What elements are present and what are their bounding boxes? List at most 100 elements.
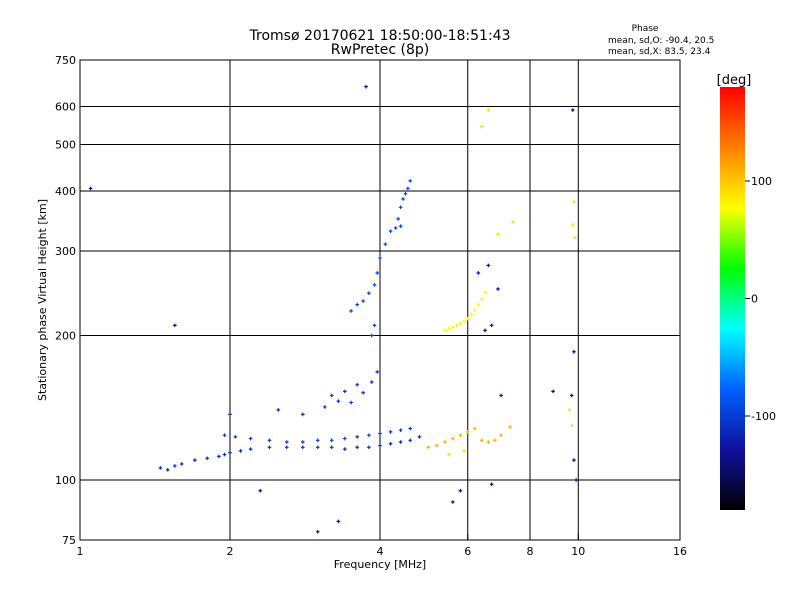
data-point: [276, 408, 281, 412]
data-point: [378, 256, 382, 260]
colorbar-tick-label: 100: [751, 175, 772, 188]
data-point: [496, 232, 500, 237]
x-axis-label: Frequency [MHz]: [334, 558, 426, 571]
data-point: [486, 440, 491, 444]
data-point: [375, 370, 380, 374]
data-point: [571, 223, 575, 227]
stats-line-x: mean, sd,X: 83.5, 23.4: [608, 47, 711, 57]
data-point: [158, 466, 163, 470]
data-point: [343, 436, 347, 441]
data-point: [479, 297, 484, 302]
data-point: [248, 447, 253, 451]
data-point: [323, 405, 327, 409]
data-point: [301, 440, 305, 444]
data-point: [483, 290, 487, 295]
data-point: [228, 450, 232, 455]
data-point: [388, 441, 393, 446]
data-point: [367, 445, 371, 450]
data-point: [403, 191, 408, 196]
data-point: [367, 433, 371, 437]
data-point: [572, 199, 576, 204]
data-point: [361, 299, 365, 303]
chart-subtitle: RwPretec (8p): [331, 42, 429, 58]
data-point: [489, 482, 494, 487]
data-point: [222, 433, 227, 437]
data-point: [447, 326, 451, 331]
data-point: [88, 186, 93, 191]
x-tick-label: 8: [527, 545, 534, 558]
y-tick-label: 100: [55, 474, 76, 487]
data-point: [398, 224, 403, 228]
x-tick-label: 1: [77, 545, 84, 558]
y-tick-label: 500: [55, 139, 76, 152]
data-point: [408, 426, 413, 431]
data-point: [388, 430, 393, 434]
y-tick-label: 200: [55, 330, 76, 343]
data-point: [375, 271, 380, 275]
data-points: [88, 84, 578, 534]
data-point: [179, 462, 184, 466]
data-point: [447, 452, 451, 457]
colorbar-tick-label: 0: [751, 293, 758, 306]
data-point: [454, 323, 459, 328]
data-point: [408, 438, 413, 443]
data-point: [355, 302, 359, 307]
data-point: [458, 488, 463, 493]
data-point: [473, 426, 477, 431]
data-point: [572, 458, 576, 462]
y-tick-label: 750: [55, 54, 76, 67]
colorbar-ticks: 100 0 -100: [745, 175, 776, 423]
data-point: [569, 423, 574, 428]
data-point: [451, 325, 455, 330]
data-point: [349, 309, 353, 313]
x-tick-label: 4: [377, 545, 384, 558]
data-point: [572, 349, 576, 354]
data-point: [343, 389, 347, 394]
data-point: [469, 312, 474, 317]
data-point: [329, 445, 334, 450]
axis-ticks: 1 2 4 6 8 10 16 75 100 200 300 400 500 600 750: [55, 54, 687, 558]
stats-heading: Phase: [632, 24, 659, 34]
data-point: [267, 445, 272, 450]
data-point: [473, 308, 477, 312]
data-point: [443, 440, 447, 444]
data-point: [401, 197, 405, 201]
y-axis-label: Stationary phase Virtual Height [km]: [36, 199, 49, 401]
data-point: [217, 454, 221, 459]
x-tick-label: 2: [227, 545, 234, 558]
data-point: [489, 323, 494, 328]
data-point: [511, 220, 515, 224]
data-point: [496, 287, 500, 291]
colorbar: [720, 87, 745, 510]
data-point: [315, 438, 320, 443]
data-point: [367, 291, 371, 296]
data-point: [378, 431, 382, 436]
data-point: [267, 438, 272, 443]
data-point: [451, 500, 455, 504]
data-point: [355, 435, 359, 439]
data-point: [499, 393, 503, 398]
data-point: [378, 443, 382, 448]
data-point: [551, 389, 555, 394]
data-point: [398, 205, 403, 210]
stats-line-o: mean, sd,O: -90.4, 20.5: [608, 36, 714, 46]
data-point: [284, 445, 289, 450]
data-point: [369, 380, 374, 384]
data-point: [458, 321, 463, 326]
data-point: [493, 438, 497, 443]
x-tick-label: 6: [464, 545, 471, 558]
data-point: [355, 382, 359, 387]
data-point: [451, 436, 455, 441]
data-point: [443, 328, 447, 333]
data-point: [315, 530, 320, 534]
data-point: [398, 428, 403, 433]
data-point: [349, 400, 353, 405]
chart-title: Tromsø 20170621 18:50:00-18:51:43: [249, 28, 511, 44]
data-point: [355, 445, 359, 450]
data-point: [479, 438, 484, 443]
data-point: [361, 390, 365, 395]
data-point: [205, 456, 209, 461]
data-point: [193, 458, 197, 462]
data-point: [462, 449, 466, 453]
